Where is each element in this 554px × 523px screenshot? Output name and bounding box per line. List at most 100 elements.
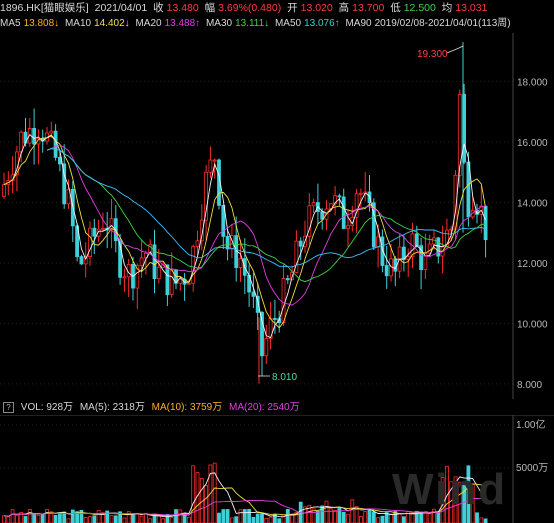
candle-body bbox=[384, 265, 389, 277]
volume-bar bbox=[457, 481, 462, 523]
volume-bar bbox=[358, 516, 363, 523]
candle-body bbox=[457, 93, 462, 176]
volume-bar bbox=[444, 465, 449, 523]
volume-bar bbox=[53, 514, 58, 523]
volume-bar bbox=[156, 515, 161, 523]
volume-bar bbox=[174, 509, 178, 523]
candle-body bbox=[251, 291, 256, 297]
candle-body bbox=[376, 236, 381, 248]
volume-bar bbox=[32, 514, 36, 523]
ticker-name[interactable]: 1896.HK[猫眼娱乐] bbox=[0, 2, 89, 14]
candle-body bbox=[221, 205, 226, 237]
vol-ma10-label: MA(10): 3759万 bbox=[151, 402, 223, 413]
volume-bar bbox=[105, 510, 110, 523]
volume-bar bbox=[324, 500, 329, 523]
volume-bar bbox=[414, 510, 419, 523]
volume-bar bbox=[389, 513, 393, 523]
candle-body bbox=[212, 159, 217, 162]
candle-body bbox=[135, 264, 140, 289]
volume-bar bbox=[36, 514, 41, 523]
candle-body bbox=[49, 130, 54, 134]
candle-body bbox=[298, 240, 303, 247]
ma50-label: MA50 bbox=[274, 18, 302, 29]
volume-bar bbox=[277, 518, 282, 523]
volume-bar bbox=[376, 517, 381, 523]
ma-header: MA5 13.808↓ MA10 14.402↓ MA20 13.488↑ MA30 1… bbox=[0, 17, 514, 31]
candle-body bbox=[294, 240, 299, 273]
volume-bar bbox=[79, 509, 84, 523]
low-marker: 8.010 bbox=[272, 372, 297, 383]
help-icon[interactable]: ? bbox=[3, 401, 14, 413]
close-label: 收 bbox=[153, 2, 164, 14]
candle-body bbox=[337, 195, 342, 198]
volume-bar bbox=[285, 508, 290, 523]
candle-body bbox=[195, 240, 200, 247]
volume-bar bbox=[75, 511, 79, 523]
volume-bar bbox=[341, 511, 346, 523]
volume-bar bbox=[350, 499, 355, 523]
candle-body bbox=[436, 237, 441, 257]
vol-ma10-line bbox=[3, 483, 486, 517]
high-label: 高 bbox=[338, 2, 350, 14]
volume-bar bbox=[70, 509, 75, 523]
candle-body bbox=[101, 227, 105, 230]
low-value: 12.500 bbox=[403, 2, 436, 14]
volume-bar bbox=[380, 515, 385, 523]
volume-bar bbox=[221, 509, 226, 523]
candle-body bbox=[238, 258, 243, 268]
volume-bar bbox=[109, 515, 114, 523]
volume-bar bbox=[337, 507, 342, 523]
moving-average-lines bbox=[3, 133, 487, 339]
volume-bar bbox=[122, 517, 127, 523]
ma10-value: 14.402↓ bbox=[94, 18, 130, 29]
vol-ma5-label: MA(5): 2318万 bbox=[79, 402, 145, 413]
volume-bar bbox=[10, 509, 15, 523]
candle-body bbox=[139, 257, 144, 266]
candle-body bbox=[169, 269, 174, 296]
volume-bar bbox=[212, 462, 217, 523]
candle-body bbox=[156, 266, 161, 280]
open-value: 13.020 bbox=[300, 2, 333, 14]
price-tick: 16.000 bbox=[517, 138, 548, 149]
candle-body bbox=[143, 252, 148, 259]
candle-body bbox=[406, 256, 411, 260]
volume-bar bbox=[401, 516, 406, 523]
candle-body bbox=[358, 192, 363, 195]
volume-bar bbox=[315, 510, 320, 523]
volume-bar bbox=[483, 518, 488, 523]
volume-bar bbox=[40, 513, 45, 523]
ma5-value: 13.808↓ bbox=[23, 18, 60, 29]
volume-bar bbox=[238, 509, 243, 523]
volume-bar bbox=[88, 516, 92, 523]
candle-body bbox=[333, 195, 338, 205]
vol-tick-mid: 5000万 bbox=[516, 463, 548, 474]
candlestick-chart[interactable]: 18.000 16.000 14.000 12.000 10.000 8.000 19.3… bbox=[0, 33, 554, 399]
volume-bar bbox=[346, 513, 350, 523]
candle-body bbox=[255, 295, 260, 313]
volume-bar bbox=[135, 513, 140, 523]
ma30-label: MA30 bbox=[205, 18, 233, 29]
volume-bar bbox=[131, 513, 135, 523]
ma30-value: 13.111↓ bbox=[235, 18, 270, 29]
low-annotation: 8.010 bbox=[258, 372, 297, 383]
volume-bar bbox=[307, 504, 312, 523]
volume-bar bbox=[384, 512, 389, 523]
candle-body bbox=[225, 236, 230, 250]
volume-bar bbox=[14, 514, 19, 523]
volume-bar bbox=[367, 509, 372, 523]
high-value: 13.700 bbox=[352, 2, 385, 14]
price-axis: 18.000 16.000 14.000 12.000 10.000 8.000 bbox=[517, 77, 548, 390]
volume-bar bbox=[333, 510, 338, 523]
volume-chart[interactable]: 1.00亿 5000万 bbox=[0, 415, 554, 523]
high-annotation: 19.300 bbox=[417, 45, 464, 60]
volume-bar bbox=[440, 476, 445, 523]
volume-bar bbox=[191, 465, 196, 523]
candle-body bbox=[260, 312, 264, 357]
volume-bar bbox=[45, 509, 49, 523]
candle-body bbox=[53, 130, 58, 158]
candle-body bbox=[281, 278, 286, 324]
open-label: 开 bbox=[287, 2, 298, 14]
candle-body bbox=[272, 318, 277, 320]
candle-body bbox=[92, 227, 97, 237]
volume-bar bbox=[234, 516, 239, 523]
